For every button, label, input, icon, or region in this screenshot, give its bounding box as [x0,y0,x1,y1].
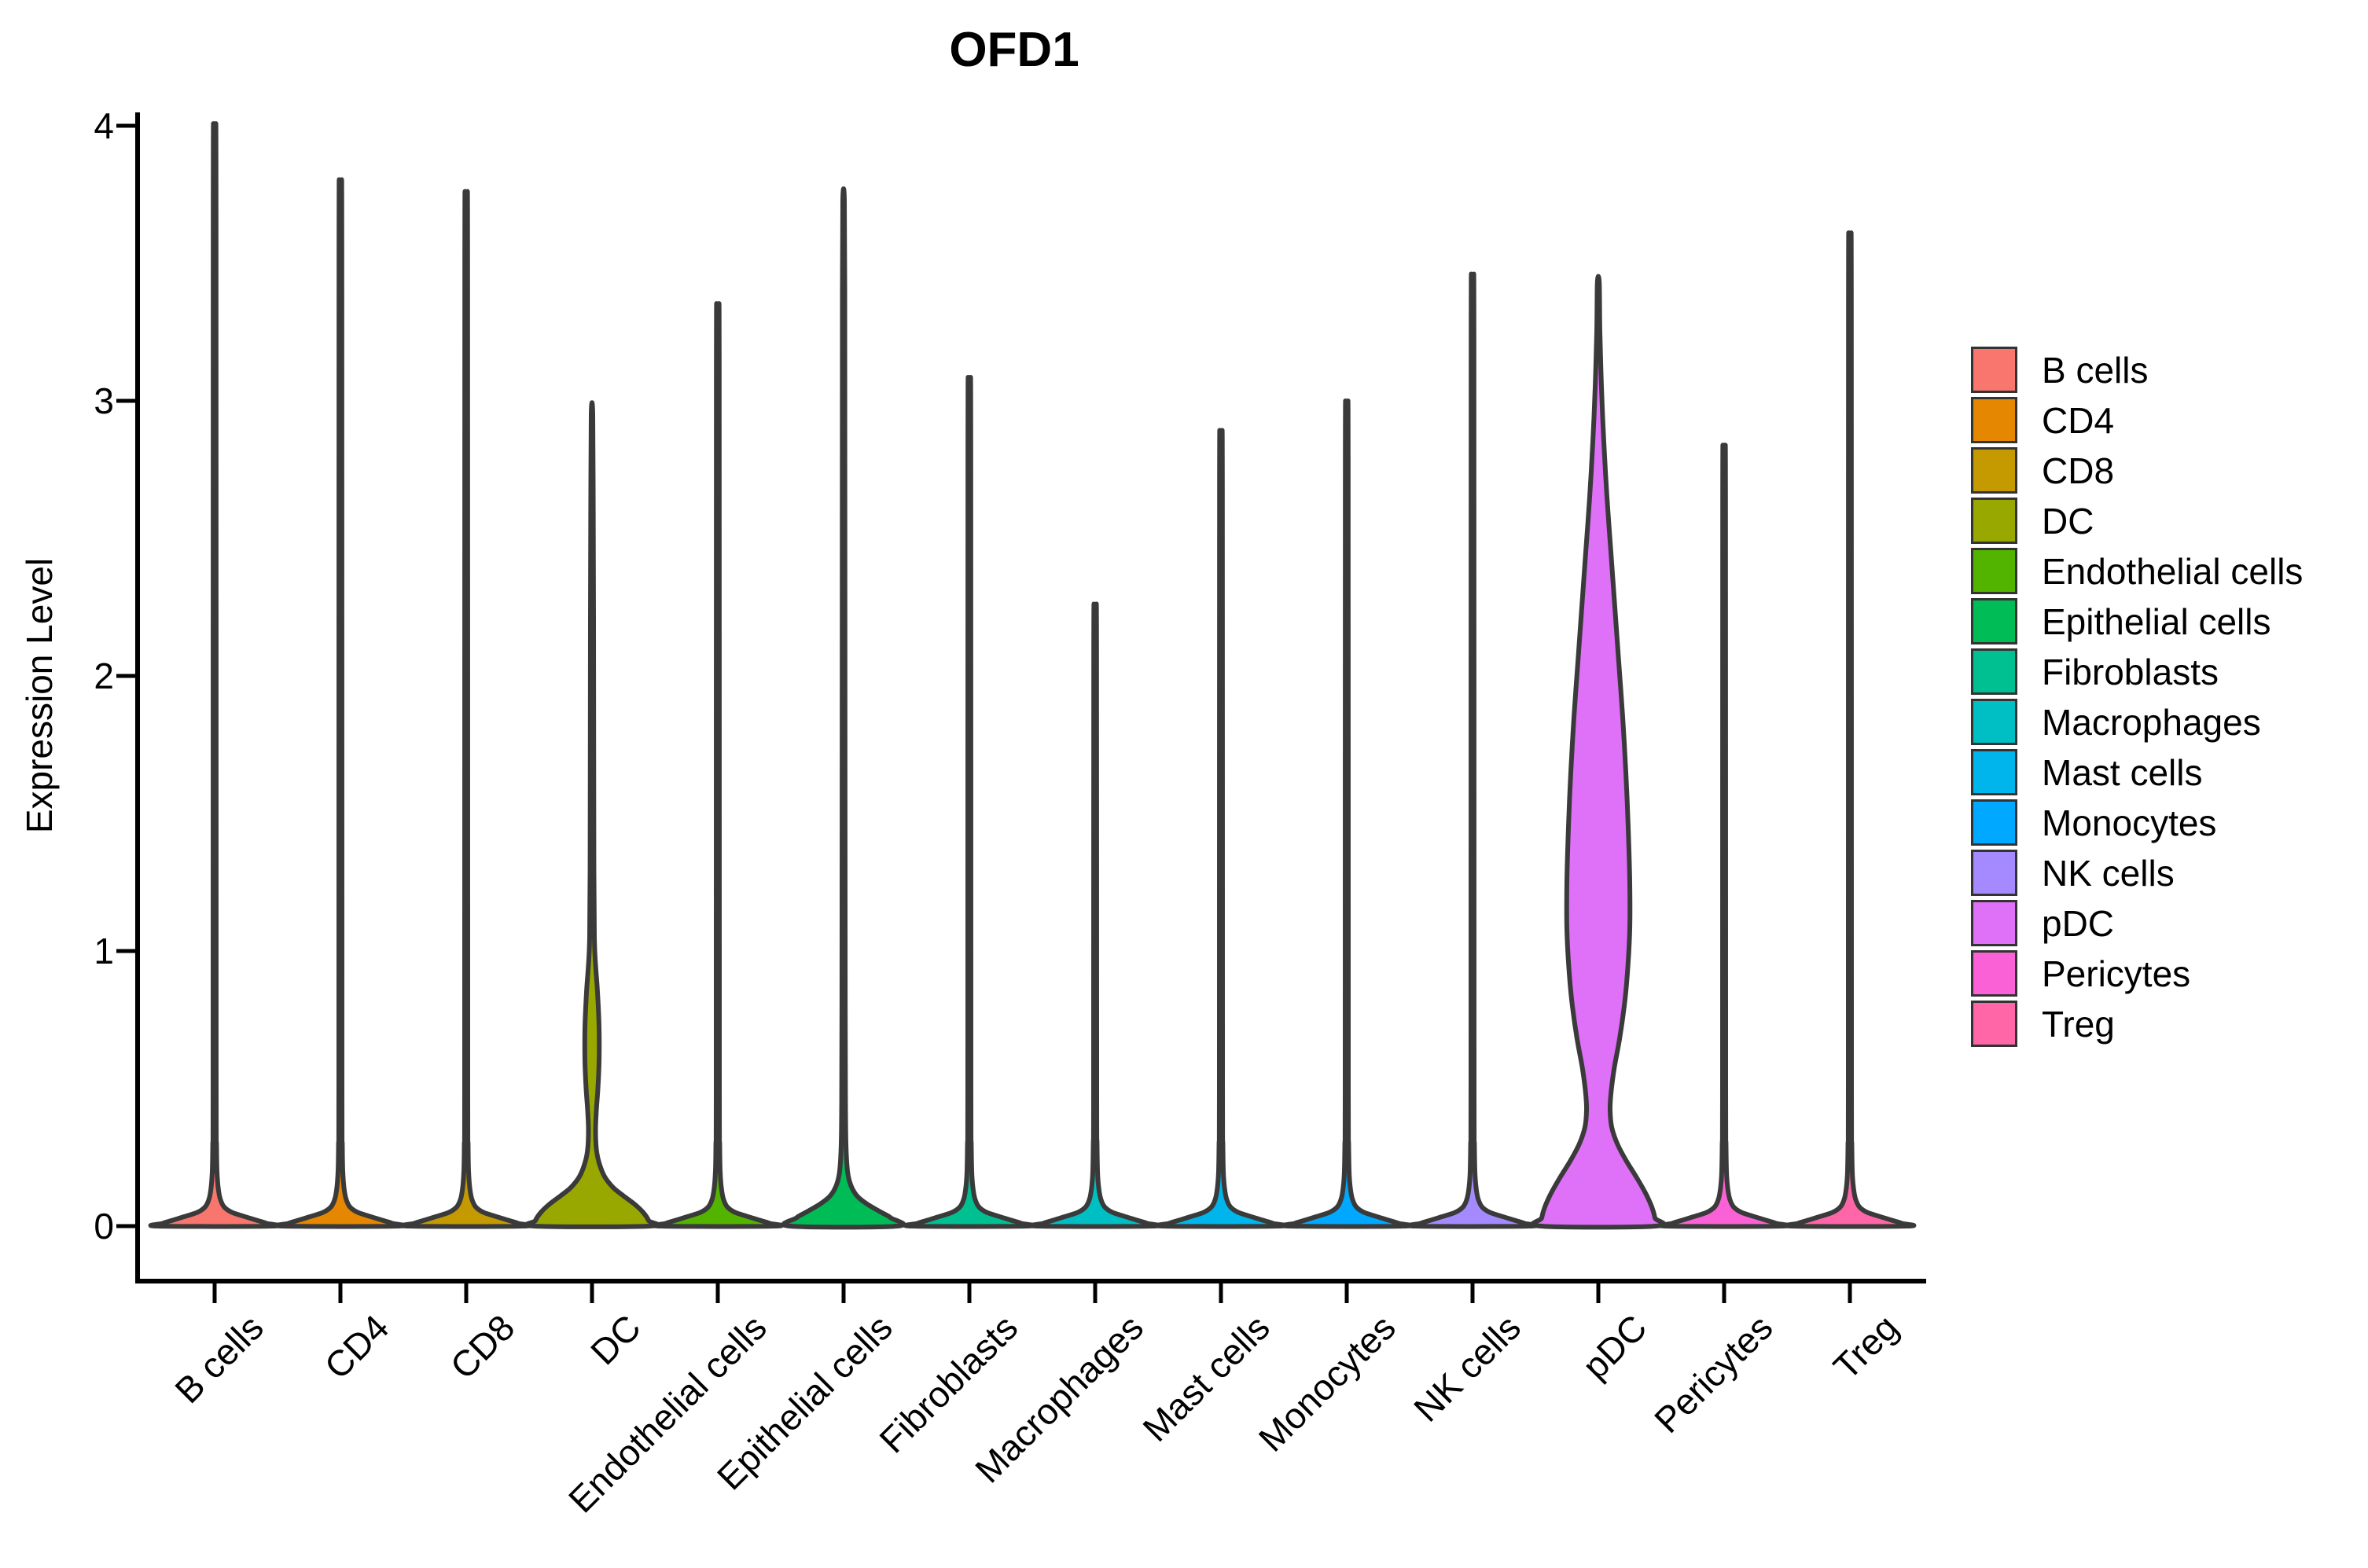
violin-epithelial-cells [781,186,906,1230]
legend-row-epithelial-cells: Epithelial cells [1971,598,2303,644]
violin-treg [1783,230,1917,1229]
legend-label: NK cells [2042,852,2175,894]
legend-swatch-icon [1971,498,2017,544]
legend-row-pericytes: Pericytes [1971,950,2303,997]
legend-label: Endothelial cells [2042,550,2304,592]
legend-swatch-icon [1971,699,2017,745]
legend-swatch-icon [1971,347,2017,393]
legend-swatch-icon [1971,598,2017,644]
legend-row-pdc: pDC [1971,900,2303,946]
violin-pdc [1530,274,1667,1230]
legend-label: Macrophages [2042,701,2261,743]
legend-swatch-icon [1971,950,2017,997]
violin-b-cells [148,121,281,1229]
legend-swatch-icon [1971,447,2017,494]
legend-label: Fibroblasts [2042,651,2219,692]
legend-row-cd4: CD4 [1971,397,2303,443]
legend-row-cd8: CD8 [1971,447,2303,494]
legend-row-b-cells: B cells [1971,347,2303,393]
legend-row-mast-cells: Mast cells [1971,749,2303,795]
violin-fibroblasts [903,375,1036,1229]
legend-label: DC [2042,500,2094,542]
violin-monocytes [1280,398,1414,1229]
legend-label: Pericytes [2042,953,2191,994]
legend-swatch-icon [1971,850,2017,896]
legend-swatch-icon [1971,799,2017,846]
violin-nk-cells [1406,271,1539,1229]
legend-row-dc: DC [1971,498,2303,544]
legend-swatch-icon [1971,749,2017,795]
legend-row-nk-cells: NK cells [1971,850,2303,896]
legend-label: Treg [2042,1003,2115,1045]
legend-swatch-icon [1971,648,2017,695]
legend-label: Monocytes [2042,802,2217,843]
legend-swatch-icon [1971,548,2017,594]
legend-label: Mast cells [2042,751,2203,793]
y-tick-label-0: 0 [94,1206,114,1247]
legend-label: CD4 [2042,399,2115,441]
legend: B cells CD4 CD8 DC Endothelial cells Epitheli… [1971,347,2303,1051]
legend-swatch-icon [1971,1001,2017,1047]
legend-row-endothelial-cells: Endothelial cells [1971,548,2303,594]
legend-row-fibroblasts: Fibroblasts [1971,648,2303,695]
violin-cd8 [399,189,533,1229]
violin-endothelial-cells [651,301,785,1229]
chart-title: OFD1 [949,23,1079,77]
legend-swatch-icon [1971,900,2017,946]
legend-label: pDC [2042,902,2115,944]
legend-label: CD8 [2042,450,2115,491]
legend-row-macrophages: Macrophages [1971,699,2303,745]
y-tick-label-1: 1 [94,931,114,971]
y-tick-label-2: 2 [94,655,114,696]
violin-mast-cells [1154,428,1288,1229]
legend-label: B cells [2042,349,2149,391]
legend-swatch-icon [1971,397,2017,443]
y-axis-title: Expression Level [19,557,60,834]
legend-row-monocytes: Monocytes [1971,799,2303,846]
violin-macrophages [1028,601,1162,1229]
y-tick-label-4: 4 [94,105,114,146]
y-tick-label-3: 3 [94,380,114,421]
legend-row-treg: Treg [1971,1001,2303,1047]
violin-cd4 [274,177,407,1229]
violin-pericytes [1657,442,1791,1229]
legend-label: Epithelial cells [2042,600,2271,642]
violin-dc [524,400,660,1229]
